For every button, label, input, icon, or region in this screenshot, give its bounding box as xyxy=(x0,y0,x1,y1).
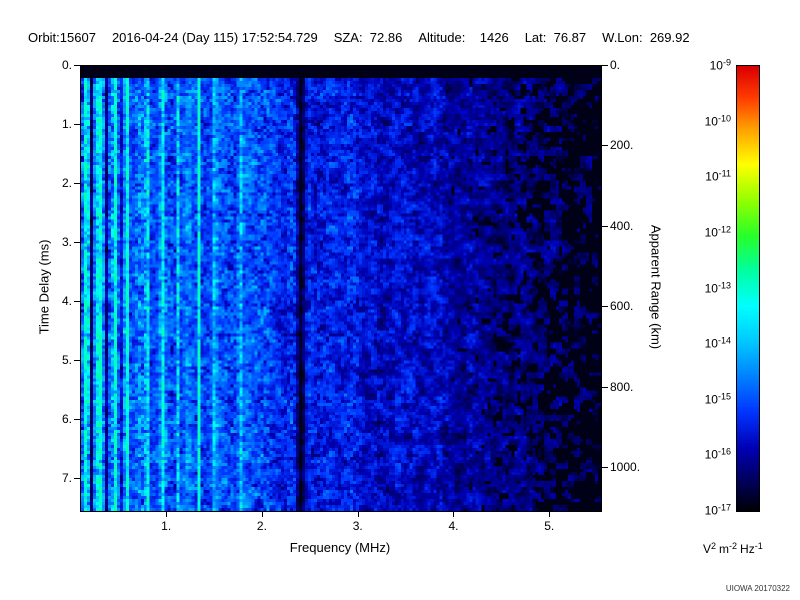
x-tick-mark xyxy=(166,512,168,517)
colorbar-tick-label: 10-14 xyxy=(704,335,731,351)
header-orbit: Orbit:15607 xyxy=(28,30,96,45)
colorbar-tick-label: 10-12 xyxy=(704,224,731,240)
x-tick-label: 1. xyxy=(161,519,172,533)
x-tick-label: 3. xyxy=(352,519,363,533)
y-axis-title: Time Delay (ms) xyxy=(36,239,52,335)
plot-area xyxy=(80,65,602,512)
header-lat: Lat: 76.87 xyxy=(524,30,587,45)
colorbar-tick-label: 10-11 xyxy=(705,168,731,184)
x-tick-mark xyxy=(261,512,263,517)
y-tick-label: 7. xyxy=(61,471,72,486)
colorbar-tick-label: 10-16 xyxy=(704,446,731,462)
y2-tick-label: 400. xyxy=(610,218,634,233)
y2-tick-label: 600. xyxy=(610,299,634,314)
y-tick-label: 2. xyxy=(61,176,72,191)
x-axis-title: Frequency (MHz) xyxy=(289,540,391,555)
colorbar-tick-label: 10-17 xyxy=(704,502,731,518)
y-tick-mark xyxy=(74,183,80,185)
y2-tick-label: 200. xyxy=(610,138,634,153)
watermark: UIOWA 20170322 xyxy=(725,584,790,593)
x-tick-label: 5. xyxy=(544,519,555,533)
y-tick-mark xyxy=(74,124,80,126)
y-tick-label: 1. xyxy=(61,117,72,132)
y2-axis-title: Apparent Range (km) xyxy=(648,224,664,350)
x-tick-label: 2. xyxy=(256,519,267,533)
header-sza: SZA: 72.86 xyxy=(333,30,403,45)
colorbar-tick-label: 10-15 xyxy=(704,391,731,407)
y2-tick-mark xyxy=(602,386,608,388)
header-info: Orbit:15607 2016-04-24 (Day 115) 17:52:5… xyxy=(28,30,690,45)
y-tick-label: 6. xyxy=(61,412,72,427)
y2-tick-mark xyxy=(602,225,608,227)
x-tick-mark xyxy=(453,512,455,517)
header-datetime: 2016-04-24 (Day 115) 17:52:54.729 xyxy=(111,30,318,45)
colorbar-tick-label: 10-13 xyxy=(704,280,731,295)
colorbar-tick-label: 10-9 xyxy=(709,57,731,73)
y-tick-mark xyxy=(74,360,80,362)
y-tick-mark xyxy=(74,419,80,421)
colorbar-gradient xyxy=(736,65,760,512)
y2-tick-label: 1000. xyxy=(610,459,641,474)
y2-tick-mark xyxy=(602,306,608,308)
y2-tick-label: 0. xyxy=(610,58,621,72)
header-wlon: W.Lon: 269.92 xyxy=(602,30,690,45)
y-tick-mark xyxy=(74,242,80,244)
colorbar-tick-label: 10-10 xyxy=(704,113,731,129)
y-tick-mark xyxy=(74,65,80,66)
y-tick-label: 4. xyxy=(61,294,72,309)
x-tick-mark xyxy=(357,512,359,517)
y-tick-label: 0. xyxy=(61,58,72,72)
y-tick-label: 5. xyxy=(61,353,72,368)
x-tick-label: 4. xyxy=(448,519,459,533)
x-tick-mark xyxy=(549,512,551,517)
y-tick-label: 3. xyxy=(61,235,72,250)
y-tick-mark xyxy=(74,478,80,480)
y2-tick-mark xyxy=(602,65,608,66)
y2-tick-mark xyxy=(602,145,608,147)
y2-tick-mark xyxy=(602,466,608,468)
y2-tick-label: 800. xyxy=(610,379,634,394)
spectrogram-canvas xyxy=(81,66,601,511)
colorbar-unit-label: V2 m-2 Hz-1 xyxy=(703,541,763,556)
y-tick-mark xyxy=(74,301,80,303)
header-altitude: Altitude: 1426 xyxy=(418,30,509,45)
